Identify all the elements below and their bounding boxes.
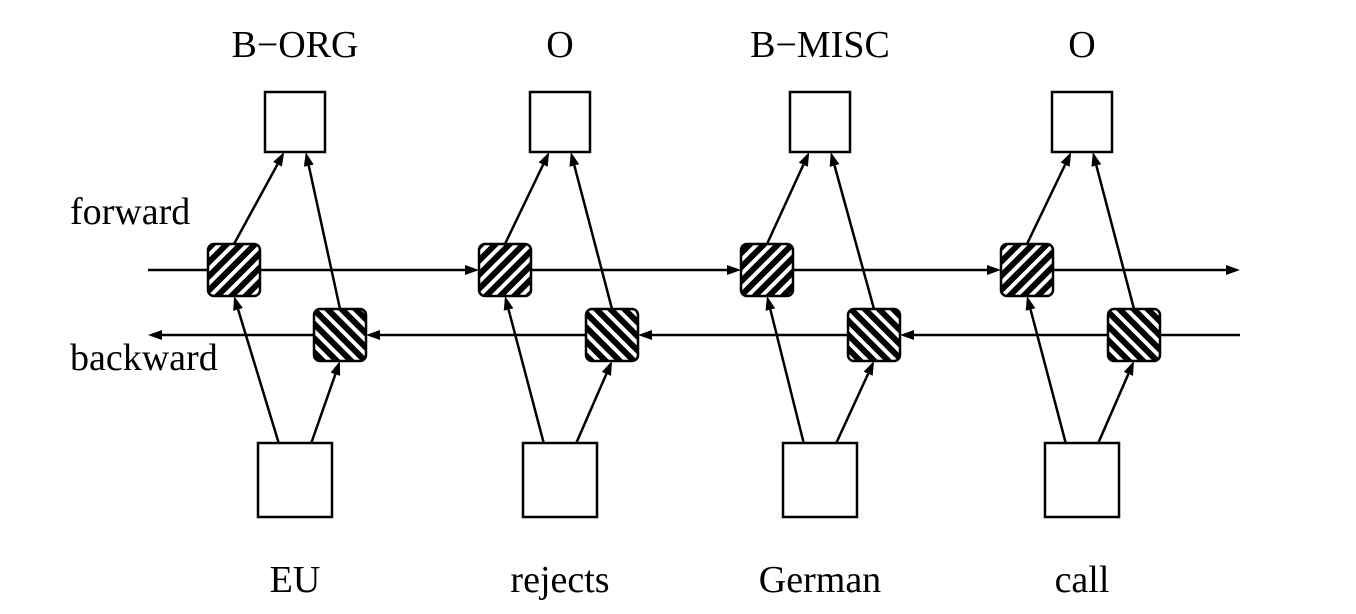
backward-label: backward bbox=[70, 337, 218, 379]
input-box-2 bbox=[783, 443, 857, 517]
bottom-label-0: EU bbox=[270, 559, 321, 601]
background bbox=[0, 0, 1356, 614]
forward-hidden-2 bbox=[741, 244, 793, 296]
input-box-0 bbox=[258, 443, 332, 517]
forward-label: forward bbox=[70, 191, 190, 233]
top-label-0: B−ORG bbox=[231, 24, 358, 66]
input-box-1 bbox=[523, 443, 597, 517]
bottom-label-3: call bbox=[1055, 559, 1110, 601]
top-label-3: O bbox=[1068, 24, 1095, 66]
forward-hidden-0 bbox=[208, 244, 260, 296]
top-label-1: O bbox=[546, 24, 573, 66]
backward-hidden-3 bbox=[1108, 309, 1160, 361]
forward-hidden-3 bbox=[1001, 244, 1053, 296]
bottom-label-2: German bbox=[759, 559, 881, 601]
top-label-2: B−MISC bbox=[750, 24, 890, 66]
output-box-1 bbox=[530, 92, 590, 152]
backward-hidden-2 bbox=[848, 309, 900, 361]
backward-hidden-1 bbox=[586, 309, 638, 361]
output-box-3 bbox=[1052, 92, 1112, 152]
output-box-2 bbox=[790, 92, 850, 152]
bottom-label-1: rejects bbox=[510, 559, 609, 601]
input-box-3 bbox=[1045, 443, 1119, 517]
bilstm-diagram: B−ORG O B−MISC O EU rejects German call forward b… bbox=[0, 0, 1356, 614]
output-box-0 bbox=[265, 92, 325, 152]
forward-hidden-1 bbox=[479, 244, 531, 296]
backward-hidden-0 bbox=[314, 309, 366, 361]
